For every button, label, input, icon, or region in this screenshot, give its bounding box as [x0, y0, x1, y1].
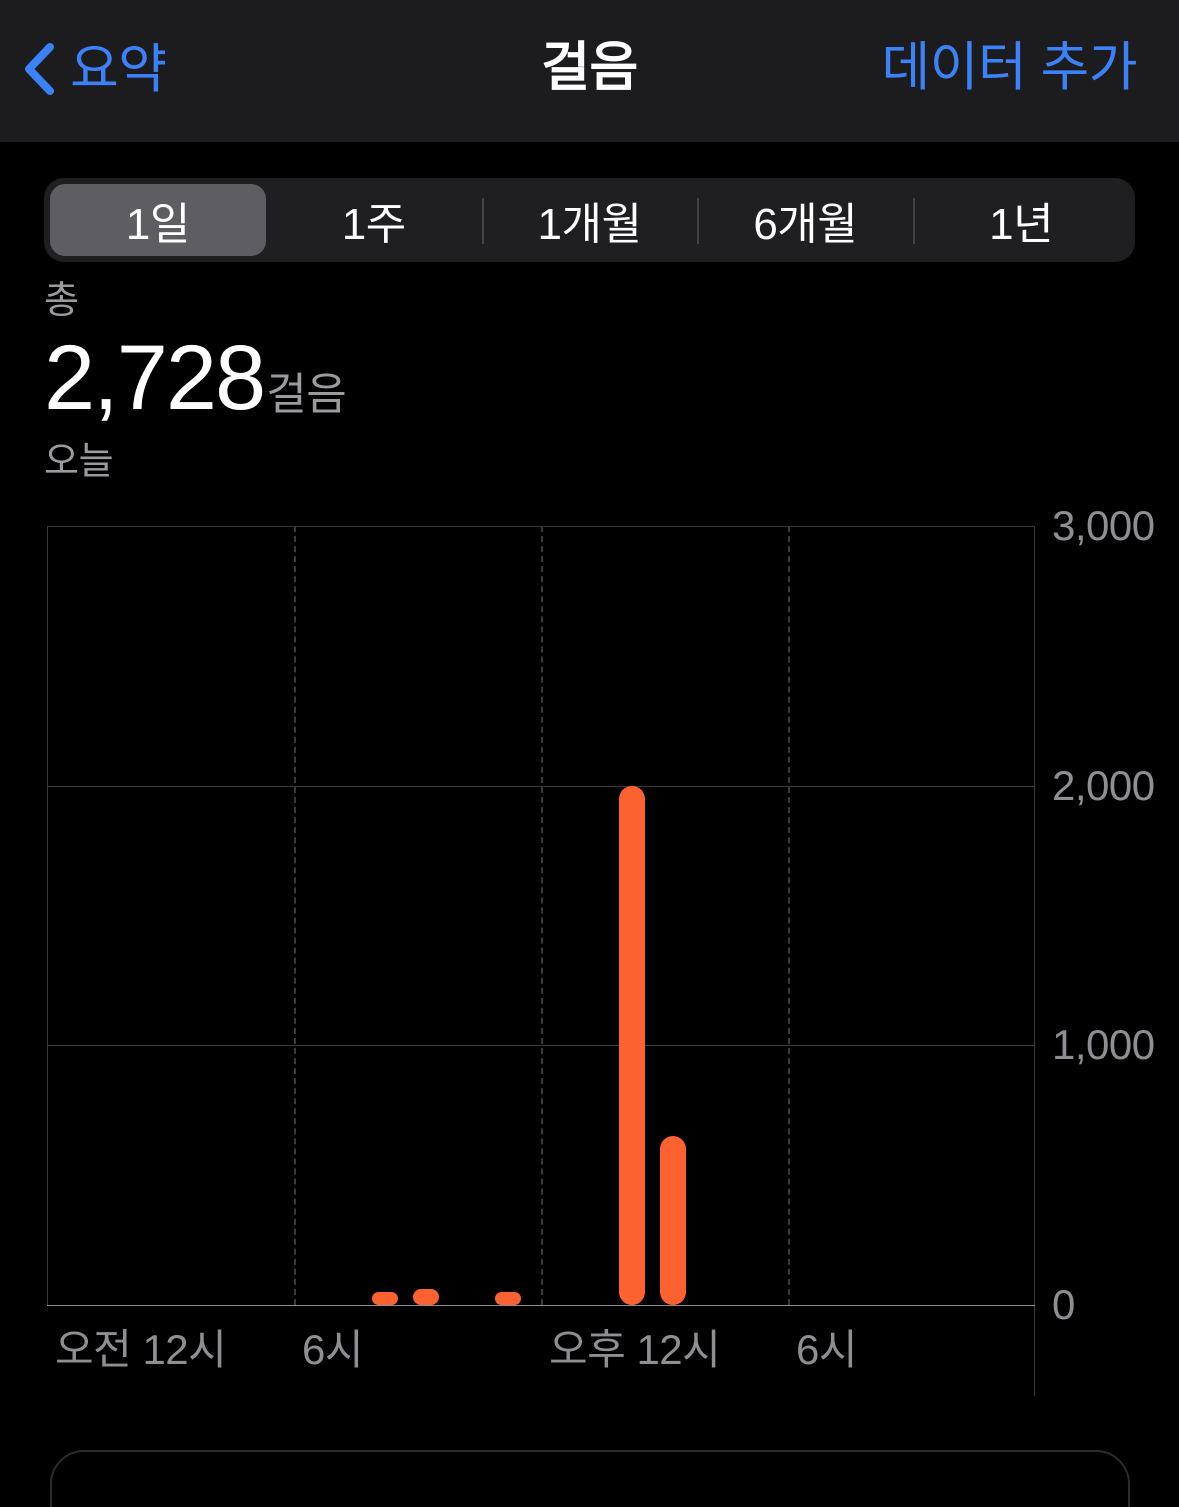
details-card-value: 자세히 보기 [892, 1498, 1094, 1507]
x-tick-label: 오후 12시 [549, 1326, 721, 1373]
chart-x-tick-labels: 오전 12시 6시 오후 12시 6시 [0, 1322, 1179, 1392]
details-card-label: 걸음 [86, 1498, 162, 1507]
navigation-bar: 요약 걸음 데이터 추가 [0, 0, 1179, 142]
summary-value: 2,728 [44, 327, 266, 429]
y-tick-label: 0 [1052, 1281, 1075, 1328]
summary-value-row: 2,728 걸음 [44, 330, 944, 426]
gridline-h-0 [47, 1305, 1035, 1306]
segment-day[interactable]: 1일 [50, 184, 266, 256]
summary-block: 총 2,728 걸음 오늘 [44, 278, 944, 486]
details-card-row: 걸음 자세히 보기 [86, 1498, 1094, 1507]
page-title: 걸음 [541, 38, 638, 97]
summary-caption: 총 [44, 280, 79, 322]
back-button-label: 요약 [70, 39, 167, 99]
segment-six-months[interactable]: 6개월 [697, 184, 913, 256]
x-tick-label: 오전 12시 [55, 1326, 227, 1373]
y-tick-label: 1,000 [1052, 1021, 1155, 1069]
segment-month[interactable]: 1개월 [481, 184, 698, 256]
chevron-left-icon [25, 43, 54, 95]
chart-baseline [47, 1305, 1035, 1306]
gridline-v-2 [541, 526, 543, 1305]
add-data-button[interactable]: 데이터 추가 [881, 38, 1137, 97]
y-tick-label: 3,000 [1052, 502, 1155, 549]
back-button[interactable]: 요약 [22, 34, 167, 104]
chart-y-axis [47, 526, 48, 1305]
chart-bar[interactable] [659, 1136, 686, 1305]
details-card[interactable]: 걸음 자세히 보기 [50, 1450, 1130, 1507]
time-range-segmented-control[interactable]: 1일 1주 1개월 6개월 1년 [44, 178, 1135, 262]
chart-bar[interactable] [495, 1292, 522, 1305]
chart-bar[interactable] [371, 1292, 398, 1305]
segment-year[interactable]: 1년 [913, 184, 1129, 256]
gridline-h-1 [47, 1045, 1035, 1047]
y-tick-label: 2,000 [1052, 761, 1155, 809]
chart-plot-area [47, 526, 1035, 1396]
gridline-h-3 [47, 526, 1035, 527]
gridline-h-2 [47, 785, 1035, 787]
gridline-v-1 [294, 526, 296, 1305]
segment-week[interactable]: 1주 [341, 200, 406, 249]
chart-bar[interactable] [412, 1289, 439, 1305]
chart-right-axis [1034, 526, 1035, 1396]
gridline-v-3 [788, 526, 790, 1305]
summary-date: 오늘 [44, 441, 114, 483]
chart-bar[interactable] [618, 785, 645, 1305]
x-tick-label: 6시 [302, 1326, 364, 1373]
x-tick-label: 6시 [796, 1326, 858, 1373]
summary-unit: 걸음 [266, 370, 347, 419]
